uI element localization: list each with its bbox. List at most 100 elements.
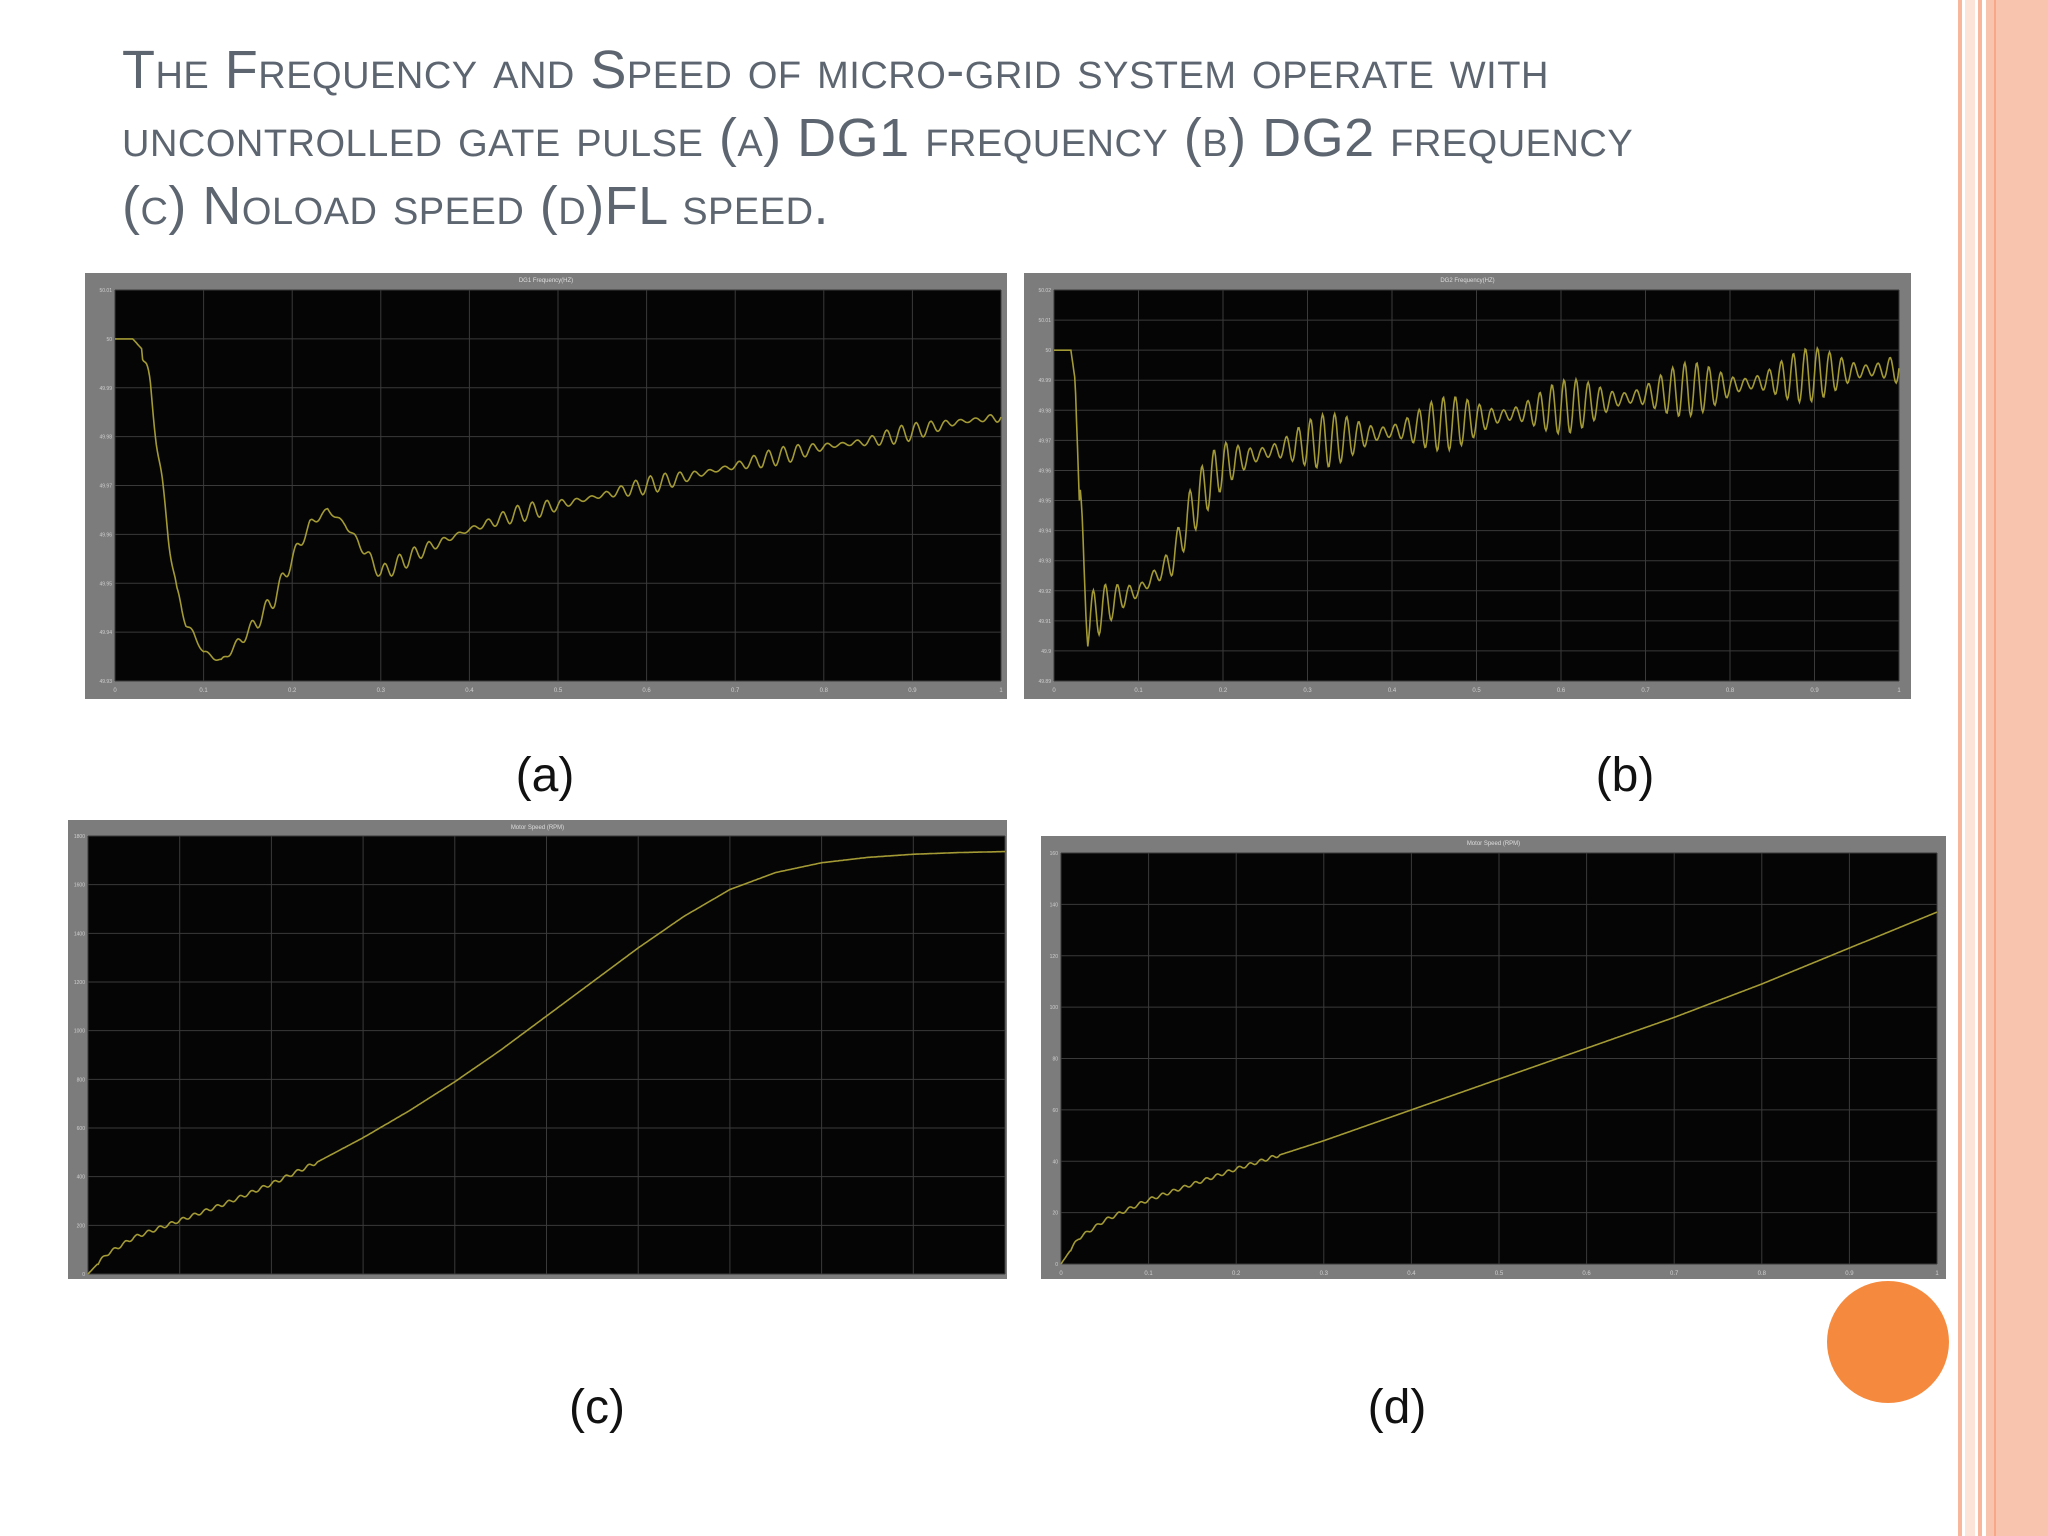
series-line [115,338,1002,662]
x-tick-label: 0.3 [1303,688,1312,694]
x-tick-label: 0 [1059,1271,1063,1277]
x-tick-label: 0.8 [820,688,829,694]
x-tick-label: 0.1 [199,688,208,694]
caption-d: (d) [1367,1381,1427,1434]
x-tick-label: 0.6 [642,688,651,694]
y-tick-label: 50.01 [1038,318,1051,324]
chart-panel-a: DG1 Frequency(HZ) 0 0.1 0.2 0.3 0.4 0.5 0.6 0.7 0… [85,273,1007,699]
y-tick-label: 1600 [74,883,85,889]
y-tick-label: 20 [1052,1211,1058,1217]
decor-stripe [1965,0,1975,1536]
y-tick-label: 120 [1050,954,1059,960]
series-line [1060,911,1938,1265]
series-line [87,850,1005,1275]
caption-c: (c) [569,1381,625,1434]
y-tick-label: 49.94 [99,630,112,636]
x-tick-label: 0.3 [377,688,386,694]
chart-title: DG2 Frequency(HZ) [1440,278,1494,284]
x-tick-label: 1 [999,688,1003,694]
chart-panel-c: Motor Speed (RPM)00.10.20.30.40.50.60.70… [68,820,1007,1279]
y-tick-label: 1200 [74,980,85,986]
y-tick-label: 49.89 [1038,679,1051,685]
y-tick-label: 49.91 [1038,619,1051,625]
decor-stripe [1958,0,1962,1536]
chart-panel-d: Motor Speed (RPM) 0 0.1 0.2 0.3 0.4 0.5 0.6 0.7 0… [1041,836,1946,1279]
x-tick-label: 0.5 [554,688,563,694]
x-tick-label: 0.9 [1810,688,1819,694]
x-tick-label: 0.7 [1641,688,1650,694]
y-tick-label: 1400 [74,931,85,937]
y-tick-label: 400 [77,1175,86,1181]
y-tick-label: 50 [106,337,112,343]
x-tick-label: 0.5 [1472,688,1481,694]
x-tick-label: 0.4 [1388,688,1397,694]
x-tick-label: 0.5 [1495,1271,1504,1277]
y-tick-label: 49.99 [1038,378,1051,384]
y-tick-label: 200 [77,1223,86,1229]
y-tick-label: 49.93 [99,679,112,685]
y-tick-label: 49.99 [99,386,112,392]
y-tick-label: 60 [1052,1108,1058,1114]
x-tick-label: 0.2 [288,688,297,694]
chart-panel-b: DG2 Frequency(HZ) 0 0.1 0.2 0.3 0.4 0.5 0.6 0.7 0… [1024,273,1911,699]
decor-stripe [1986,0,2048,1536]
y-tick-label: 49.96 [1038,468,1051,474]
chart-title: DG1 Frequency(HZ) [519,278,573,284]
chart-svg-3: Motor Speed (RPM) 0 0.1 0.2 0.3 0.4 0.5 0.6 0.7 0… [1050,841,1940,1277]
y-tick-label: 1000 [74,1029,85,1035]
chart-svg-1: DG2 Frequency(HZ) 0 0.1 0.2 0.3 0.4 0.5 0.6 0.7 0… [1038,278,1901,694]
y-tick-label: 0 [1055,1262,1058,1268]
y-tick-label: 80 [1052,1057,1058,1063]
y-tick-label: 49.95 [1038,499,1051,505]
x-tick-label: 0 [1052,688,1056,694]
slide-title: The Frequency and Speed of micro-grid sy… [122,40,1634,236]
x-tick-label: 0.4 [465,688,474,694]
y-tick-label: 49.92 [1038,589,1051,595]
x-tick-label: 0.8 [1758,1271,1767,1277]
y-tick-label: 49.97 [99,484,112,490]
y-tick-label: 49.94 [1038,529,1051,535]
y-tick-label: 140 [1050,902,1059,908]
x-tick-label: 0.1 [1144,1271,1153,1277]
x-tick-label: 0.7 [1670,1271,1679,1277]
y-tick-label: 49.93 [1038,559,1051,565]
chart-svg-2: Motor Speed (RPM)00.10.20.30.40.50.60.70… [74,825,1006,1278]
decor-stripe [1994,0,1996,1536]
y-tick-label: 100 [1050,1005,1059,1011]
y-tick-label: 160 [1050,851,1059,857]
x-tick-label: 0.6 [1557,688,1566,694]
y-tick-label: 50.01 [99,288,112,294]
x-tick-label: 0.1 [1134,688,1143,694]
y-tick-label: 49.98 [1038,408,1051,414]
x-tick-label: 0 [113,688,117,694]
y-tick-label: 49.98 [99,435,112,441]
y-tick-label: 600 [77,1126,86,1132]
x-tick-label: 0.9 [908,688,917,694]
x-tick-label: 0.2 [1232,1271,1241,1277]
y-tick-label: 1800 [74,834,85,840]
x-tick-label: 0.9 [1845,1271,1854,1277]
chart-title: Motor Speed (RPM) [1467,841,1520,847]
y-tick-label: 49.96 [99,532,112,538]
decor-stripe [1978,0,1982,1536]
caption-a: (a) [515,749,575,802]
chart-title: Motor Speed (RPM) [511,825,564,831]
y-tick-label: 50.02 [1038,288,1051,294]
y-tick-label: 49.97 [1038,438,1051,444]
x-tick-label: 0.7 [731,688,740,694]
y-tick-label: 49.9 [1041,649,1051,655]
x-tick-label: 0.3 [1320,1271,1329,1277]
chart-svg-0: DG1 Frequency(HZ) 0 0.1 0.2 0.3 0.4 0.5 0.6 0.7 0… [99,278,1003,694]
caption-b: (b) [1595,749,1655,802]
x-tick-label: 1 [1897,688,1901,694]
x-tick-label: 0.4 [1407,1271,1416,1277]
x-tick-label: 1 [1935,1271,1939,1277]
series-line [1054,345,1900,647]
y-tick-label: 49.95 [99,581,112,587]
x-tick-label: 0.6 [1582,1271,1591,1277]
x-tick-label: 0.8 [1726,688,1735,694]
orange-circle-decoration [1827,1281,1949,1403]
y-tick-label: 0 [82,1272,85,1278]
y-tick-label: 800 [77,1077,86,1083]
x-tick-label: 0.2 [1219,688,1228,694]
